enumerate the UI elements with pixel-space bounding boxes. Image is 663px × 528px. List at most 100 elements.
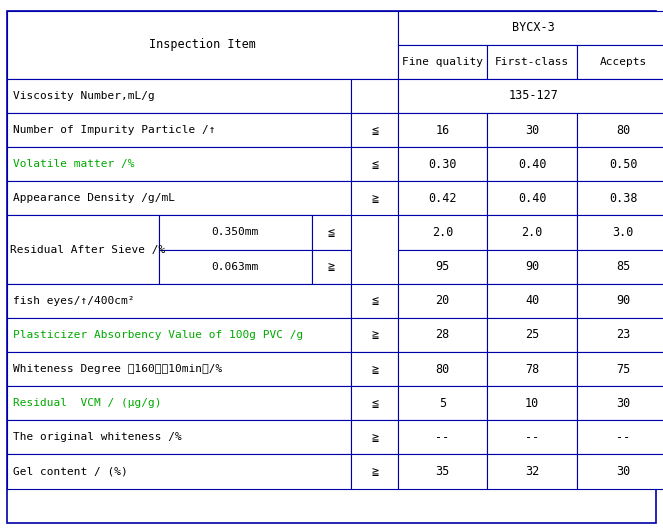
Bar: [351, 147, 398, 181]
Text: 30: 30: [525, 124, 539, 137]
Bar: [7, 420, 351, 455]
Text: Appearance Density /g/mL: Appearance Density /g/mL: [13, 193, 175, 203]
Text: 95: 95: [436, 260, 450, 273]
Text: Residual After Sieve /%: Residual After Sieve /%: [10, 244, 165, 254]
Bar: [398, 250, 487, 284]
Bar: [7, 386, 351, 420]
Text: 5: 5: [439, 397, 446, 410]
Bar: [398, 455, 487, 488]
Bar: [487, 147, 577, 181]
Text: 0.063mm: 0.063mm: [211, 262, 259, 271]
Bar: [351, 420, 398, 455]
Bar: [7, 113, 351, 147]
Text: The original whiteness /%: The original whiteness /%: [13, 432, 182, 442]
Text: 3.0: 3.0: [613, 226, 634, 239]
Bar: [351, 386, 398, 420]
Text: Viscosity Number,mL/g: Viscosity Number,mL/g: [13, 91, 155, 101]
Text: ≧: ≧: [328, 260, 335, 273]
Bar: [487, 284, 577, 318]
Text: fish eyes/↑/400cm²: fish eyes/↑/400cm²: [13, 296, 135, 306]
Text: 80: 80: [436, 363, 450, 375]
Bar: [312, 215, 351, 250]
Text: 78: 78: [525, 363, 539, 375]
Text: ≦: ≦: [371, 124, 378, 137]
Bar: [7, 455, 351, 488]
Bar: [7, 11, 398, 79]
Text: Fine quality: Fine quality: [402, 57, 483, 67]
Text: ≧: ≧: [371, 328, 378, 342]
Text: --: --: [616, 431, 631, 444]
Text: Volatile matter /%: Volatile matter /%: [13, 159, 135, 169]
Text: Gel content / (%): Gel content / (%): [13, 467, 128, 476]
Text: 90: 90: [616, 294, 631, 307]
Text: Residual  VCM / (μg/g): Residual VCM / (μg/g): [13, 398, 162, 408]
Bar: [7, 181, 351, 215]
Bar: [577, 420, 663, 455]
Text: 80: 80: [616, 124, 631, 137]
Bar: [577, 318, 663, 352]
Bar: [7, 318, 351, 352]
Text: 28: 28: [436, 328, 450, 342]
Bar: [7, 284, 351, 318]
Bar: [7, 352, 351, 386]
Text: ≦: ≦: [371, 158, 378, 171]
Bar: [7, 79, 351, 113]
Bar: [398, 181, 487, 215]
Bar: [398, 352, 487, 386]
Bar: [577, 352, 663, 386]
Bar: [577, 147, 663, 181]
Text: 30: 30: [616, 465, 631, 478]
Bar: [577, 455, 663, 488]
Text: Inspection Item: Inspection Item: [149, 38, 256, 51]
Bar: [577, 284, 663, 318]
Bar: [577, 181, 663, 215]
Text: ≦: ≦: [371, 397, 378, 410]
Text: 30: 30: [616, 397, 631, 410]
Bar: [487, 215, 577, 250]
Bar: [487, 113, 577, 147]
Text: 0.42: 0.42: [428, 192, 457, 205]
Bar: [398, 284, 487, 318]
Bar: [577, 250, 663, 284]
Bar: [487, 386, 577, 420]
Text: 20: 20: [436, 294, 450, 307]
Text: First-class: First-class: [495, 57, 569, 67]
Bar: [577, 386, 663, 420]
Text: 135-127: 135-127: [509, 89, 559, 102]
Bar: [159, 250, 312, 284]
Text: 2.0: 2.0: [432, 226, 453, 239]
Text: BYCX-3: BYCX-3: [512, 21, 555, 34]
Text: ≦: ≦: [371, 294, 378, 307]
Bar: [487, 318, 577, 352]
Text: 0.40: 0.40: [518, 192, 546, 205]
Bar: [7, 215, 159, 284]
Bar: [398, 79, 663, 113]
Bar: [398, 215, 487, 250]
Text: 0.38: 0.38: [609, 192, 637, 205]
Text: 0.40: 0.40: [518, 158, 546, 171]
Text: 0.350mm: 0.350mm: [211, 228, 259, 238]
Text: Number of Impurity Particle /↑: Number of Impurity Particle /↑: [13, 125, 215, 135]
Text: 2.0: 2.0: [521, 226, 543, 239]
Text: 25: 25: [525, 328, 539, 342]
Text: ≧: ≧: [371, 465, 378, 478]
Text: 90: 90: [525, 260, 539, 273]
Bar: [577, 45, 663, 79]
Bar: [351, 113, 398, 147]
Bar: [398, 318, 487, 352]
Bar: [351, 181, 398, 215]
Text: ≦: ≦: [328, 226, 335, 239]
Text: ≧: ≧: [371, 431, 378, 444]
Bar: [351, 284, 398, 318]
Bar: [487, 420, 577, 455]
Text: 16: 16: [436, 124, 450, 137]
Bar: [487, 352, 577, 386]
Bar: [577, 215, 663, 250]
Bar: [398, 420, 487, 455]
Bar: [487, 45, 577, 79]
Text: --: --: [436, 431, 450, 444]
Bar: [398, 386, 487, 420]
Text: 40: 40: [525, 294, 539, 307]
Text: ≧: ≧: [371, 192, 378, 205]
Text: 23: 23: [616, 328, 631, 342]
